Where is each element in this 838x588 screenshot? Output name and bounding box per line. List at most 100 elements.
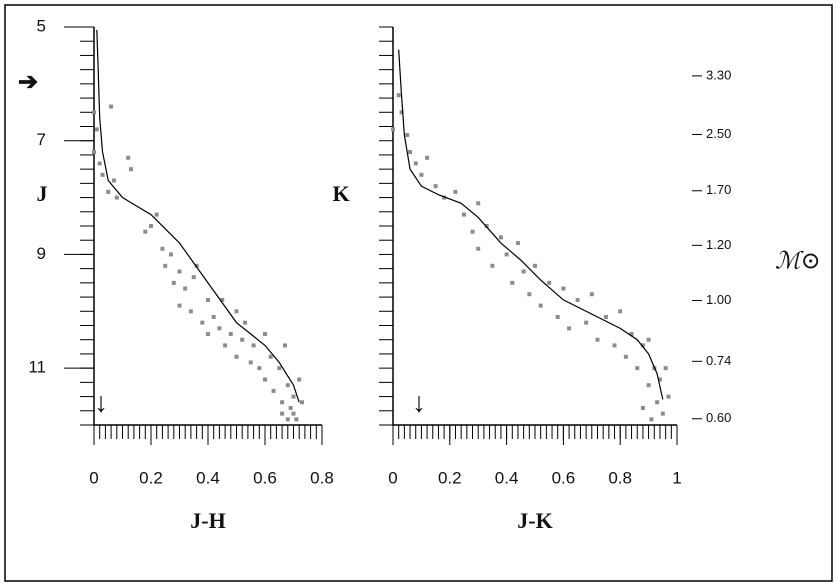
point	[575, 297, 580, 302]
x-tick-label: 0.6	[253, 468, 277, 487]
point	[391, 127, 395, 132]
point	[183, 286, 188, 291]
point	[521, 269, 526, 274]
y2-axis-label: ℳ⊙	[775, 247, 821, 275]
point	[288, 405, 293, 410]
point	[297, 377, 302, 382]
point	[109, 104, 114, 109]
point	[657, 377, 662, 382]
point	[399, 110, 404, 115]
y-tick-label: 7	[37, 130, 46, 149]
point	[111, 178, 116, 183]
point	[271, 388, 276, 393]
y2-tick-label: 1.70	[706, 182, 731, 197]
point	[200, 320, 205, 325]
y-tick-label: 11	[28, 358, 46, 377]
point	[211, 314, 216, 319]
curve	[398, 49, 664, 400]
point	[476, 201, 481, 206]
point	[623, 354, 628, 359]
point	[223, 343, 228, 348]
point	[243, 320, 248, 325]
point	[629, 332, 634, 337]
y-tick-label: 5	[37, 16, 46, 35]
point	[655, 400, 660, 405]
point	[640, 343, 645, 348]
point	[300, 400, 305, 405]
x-tick-label: 0.2	[438, 468, 462, 487]
point	[149, 224, 153, 228]
point	[649, 417, 654, 422]
point	[240, 337, 245, 342]
point	[92, 150, 96, 155]
y2-tick-label: 3.30	[706, 67, 731, 82]
point	[188, 309, 193, 314]
x-axis-label: J-H	[190, 508, 225, 533]
point	[595, 337, 600, 342]
point	[106, 189, 111, 194]
point	[282, 343, 287, 348]
point	[527, 292, 532, 297]
point	[660, 411, 665, 416]
point	[666, 394, 671, 399]
point	[234, 309, 239, 314]
point	[442, 195, 447, 200]
y-axis-label: J	[37, 181, 48, 206]
arrow-down: ↓	[412, 386, 426, 417]
point	[555, 314, 560, 319]
y-axis-label: K	[332, 181, 349, 206]
point	[263, 377, 267, 382]
point	[163, 263, 168, 268]
point	[220, 297, 225, 302]
point	[263, 332, 267, 337]
point	[94, 127, 99, 132]
point	[234, 354, 239, 359]
point	[143, 229, 148, 234]
point	[510, 280, 515, 285]
point	[405, 133, 410, 138]
point	[567, 326, 572, 331]
x-tick-label: 0.2	[139, 468, 163, 487]
point	[504, 252, 509, 257]
point	[277, 366, 282, 371]
point	[635, 366, 640, 371]
x-tick-label: 0.4	[495, 468, 519, 487]
point	[257, 366, 262, 371]
point	[612, 343, 617, 348]
point	[490, 263, 495, 268]
point	[285, 417, 290, 422]
arrow-right: ➔	[18, 68, 38, 95]
y2-tick-label: 1.00	[706, 292, 731, 307]
point	[547, 280, 552, 285]
point	[470, 229, 475, 234]
point	[589, 292, 594, 297]
point	[129, 167, 134, 172]
x-tick-label: 0.6	[552, 468, 576, 487]
x-tick-label: 0	[89, 468, 98, 487]
point	[191, 275, 196, 280]
point	[114, 195, 119, 200]
point	[92, 110, 96, 115]
x-tick-label: 0.4	[196, 468, 220, 487]
point	[268, 354, 273, 359]
point	[291, 411, 296, 416]
x-axis-label: J-K	[517, 508, 552, 533]
point	[538, 303, 543, 308]
x-tick-label: 0.8	[310, 468, 334, 487]
point	[154, 212, 159, 217]
point	[177, 269, 182, 274]
point	[561, 286, 566, 291]
point	[177, 303, 182, 308]
point	[413, 161, 418, 166]
point	[294, 417, 299, 422]
arrow-down: ↓	[94, 386, 108, 417]
point	[433, 184, 438, 189]
y2-tick-label: 2.50	[706, 126, 731, 141]
point	[604, 314, 608, 319]
point	[168, 252, 173, 257]
x-tick-label: 0.8	[608, 468, 632, 487]
point	[515, 241, 520, 246]
point	[425, 155, 430, 160]
point	[248, 360, 253, 365]
